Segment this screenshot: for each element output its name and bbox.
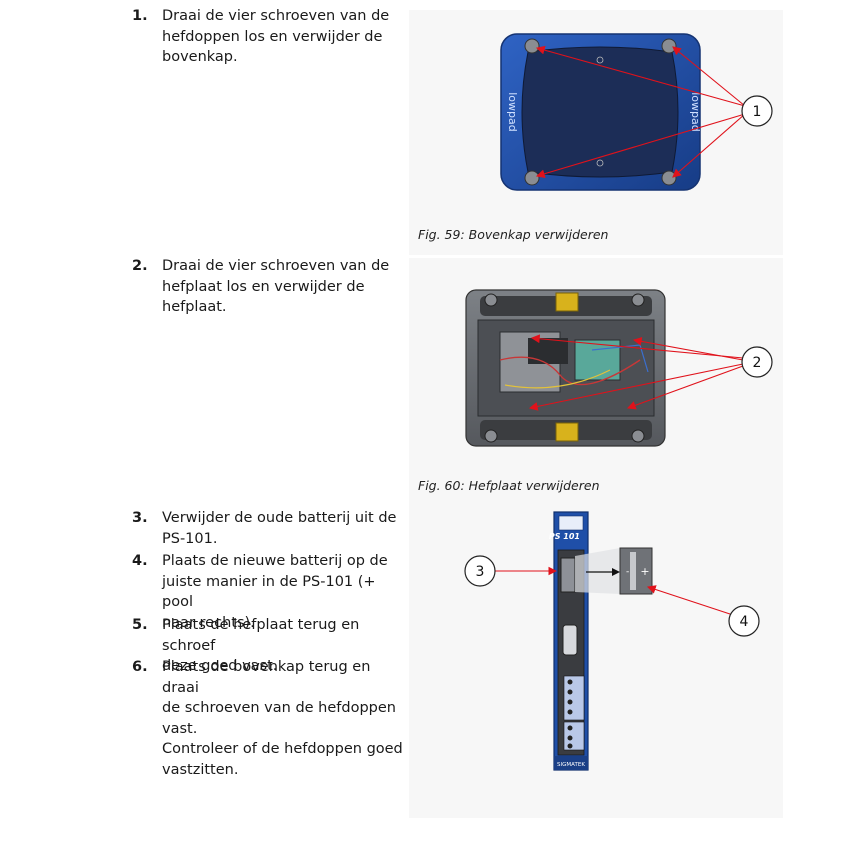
step-text-line: de schroeven van de hefdoppen: [162, 700, 396, 716]
vendor-label: SIGMATEK: [557, 762, 585, 768]
battery-zoom-detail: - +: [575, 547, 653, 595]
step-text-line: PS-101.: [162, 530, 218, 547]
step-text-line: deze goed vast.: [162, 658, 278, 674]
minus-sign: -: [626, 567, 629, 577]
callout-3: 3: [464, 555, 496, 587]
step-text-line: Draai de vier schroeven van de: [162, 258, 390, 274]
screw-icon: [484, 429, 498, 443]
step-text-line: Plaats de bovenkap terug en draai: [162, 659, 371, 696]
step-number: 4.: [132, 553, 148, 569]
screw-icon: [631, 429, 645, 443]
step-text-line: hefplaat.: [162, 299, 227, 315]
step-text-line: Plaats de nieuwe batterij op de: [162, 553, 388, 569]
module-label: PS 101: [549, 532, 580, 541]
step-number: 3.: [132, 510, 148, 526]
brand-logo-right: lowpad: [689, 92, 702, 132]
callout-1-arrows: [535, 45, 746, 179]
svg-text:4: 4: [740, 614, 749, 630]
step-text-line: hefdoppen los en verwijder de: [162, 28, 383, 45]
svg-text:1: 1: [753, 104, 762, 120]
screw-icon: [484, 293, 498, 307]
step-number: 6.: [132, 659, 148, 675]
svg-text:3: 3: [476, 564, 485, 580]
step-text-line: naar rechts).: [162, 614, 255, 631]
step-text-line: bovenkap.: [162, 49, 238, 65]
callout-2: 2: [741, 346, 773, 378]
screw-icon: [524, 170, 540, 186]
lift-plate-illustration: [465, 289, 666, 447]
screw-icon: [661, 170, 677, 186]
step-text-line: Controleer of de hefdoppen goed: [162, 741, 403, 757]
step-number: 1.: [132, 8, 148, 24]
callout-1: 1: [741, 95, 773, 127]
step-text-line: juiste manier in de PS-101 (+ pool: [162, 573, 376, 611]
step-text-line: Verwijder de oude batterij uit de: [162, 510, 397, 526]
screw-icon: [631, 293, 645, 307]
callout-3-4-arrows: [495, 566, 734, 616]
step-text-line: hefplaat los en verwijder de: [162, 278, 365, 295]
lowpad-top-cover-illustration: lowpad lowpad: [500, 33, 702, 191]
callout-2-arrows: [528, 334, 744, 411]
step-text-line: Draai de vier schroeven van de: [162, 8, 390, 24]
figure-caption-60: Fig. 60: Hefplaat verwijderen: [418, 478, 600, 493]
figure-caption-59: Fig. 59: Bovenkap verwijderen: [418, 227, 609, 242]
screw-icon: [524, 38, 540, 54]
step-text-line: Plaats de hefplaat terug en schroef: [162, 617, 360, 654]
step-number: 2.: [132, 258, 148, 274]
svg-text:2: 2: [753, 355, 762, 371]
step-number: 5.: [132, 617, 148, 633]
step-text-line: vast.: [162, 720, 198, 737]
step-text-line: vastzitten.: [162, 761, 239, 778]
plus-sign: +: [640, 565, 649, 578]
brand-logo-left: lowpad: [506, 92, 519, 132]
callout-4: 4: [728, 605, 760, 637]
ps101-module-illustration: PS 101 SIGMATEK: [549, 511, 589, 771]
battery-slot: [560, 557, 576, 593]
screw-icon: [661, 38, 677, 54]
